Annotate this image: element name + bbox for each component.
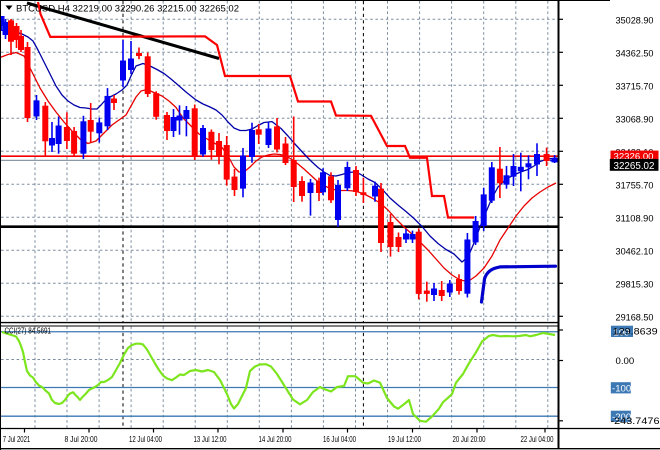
svg-text:32326.00: 32326.00 [614, 151, 654, 162]
svg-text:100: 100 [614, 328, 630, 339]
svg-text:31755.70: 31755.70 [616, 180, 654, 191]
svg-text:29168.50: 29168.50 [616, 312, 654, 323]
svg-text:29815.30: 29815.30 [616, 279, 654, 290]
svg-text:20 Jul 20:00: 20 Jul 20:00 [453, 435, 486, 444]
svg-text:35028.90: 35028.90 [616, 15, 654, 26]
svg-text:31108.90: 31108.90 [616, 213, 654, 224]
svg-text:7 Jul 2021: 7 Jul 2021 [3, 435, 31, 444]
svg-text:-100: -100 [612, 384, 631, 395]
svg-text:16 Jul 04:00: 16 Jul 04:00 [323, 435, 356, 444]
svg-text:34362.50: 34362.50 [616, 48, 654, 59]
svg-text:129.8639: 129.8639 [613, 326, 658, 337]
svg-text:8 Jul 20:00: 8 Jul 20:00 [65, 435, 98, 444]
svg-text:BTCUSD,H4 32219.00 32290.26 3: BTCUSD,H4 32219.00 32290.26 32215.00 322… [16, 3, 239, 14]
svg-text:32265.02: 32265.02 [614, 161, 655, 172]
svg-text:-243.7476: -243.7476 [611, 416, 660, 427]
svg-text:22 Jul 04:00: 22 Jul 04:00 [521, 435, 554, 444]
svg-text:33068.90: 33068.90 [616, 114, 654, 125]
svg-text:13 Jul 12:00: 13 Jul 12:00 [194, 435, 227, 444]
svg-text:-200: -200 [612, 412, 631, 423]
svg-text:14 Jul 20:00: 14 Jul 20:00 [259, 435, 292, 444]
svg-text:33715.70: 33715.70 [616, 81, 654, 92]
svg-text:0.00: 0.00 [616, 356, 635, 367]
svg-text:CCI(27) 84.5691: CCI(27) 84.5691 [5, 325, 52, 335]
svg-text:12 Jul 04:00: 12 Jul 04:00 [129, 435, 162, 444]
svg-text:30462.10: 30462.10 [616, 246, 654, 257]
svg-text:19 Jul 12:00: 19 Jul 12:00 [388, 435, 421, 444]
